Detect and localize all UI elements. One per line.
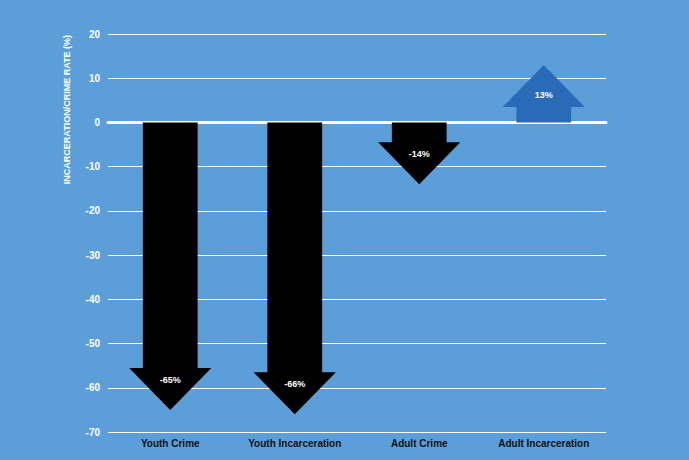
svg-text:Youth Incarceration: Youth Incarceration [248,438,341,449]
svg-text:Adult Crime: Adult Crime [391,438,448,449]
svg-text:-10: -10 [86,161,101,172]
svg-text:13%: 13% [535,90,553,100]
svg-text:-70: -70 [86,427,101,438]
svg-text:-50: -50 [86,338,101,349]
svg-text:0: 0 [94,117,100,128]
svg-text:INCARCERATION/CRIME RATE (%): INCARCERATION/CRIME RATE (%) [62,35,72,184]
svg-text:Youth Crime: Youth Crime [141,438,200,449]
svg-text:Adult Incarceration: Adult Incarceration [498,438,589,449]
svg-text:-14%: -14% [409,149,430,159]
svg-text:-65%: -65% [160,375,181,385]
svg-text:10: 10 [89,73,101,84]
svg-text:-30: -30 [86,250,101,261]
svg-text:-66%: -66% [284,379,305,389]
svg-text:20: 20 [89,29,101,40]
svg-text:-20: -20 [86,205,101,216]
svg-text:-60: -60 [86,382,101,393]
svg-text:-40: -40 [86,294,101,305]
